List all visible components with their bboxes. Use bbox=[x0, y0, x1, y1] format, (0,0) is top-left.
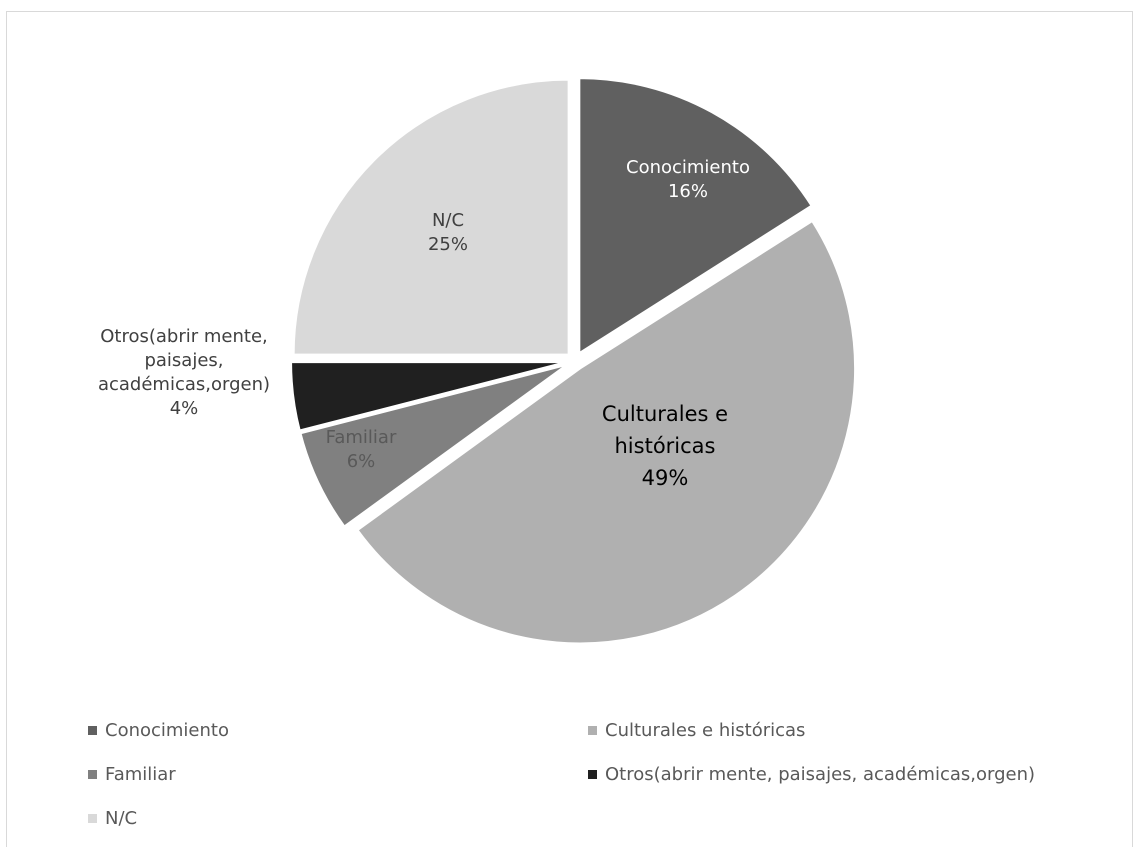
legend-item-otros: Otros(abrir mente, paisajes, académicas,… bbox=[588, 764, 1035, 785]
slice-conocimiento bbox=[578, 77, 813, 355]
legend-item-culturales: Culturales e históricas bbox=[588, 720, 805, 741]
legend-label: Otros(abrir mente, paisajes, académicas,… bbox=[605, 764, 1036, 785]
slice-nc-label: N/C 25% bbox=[428, 210, 468, 255]
slice-otros bbox=[290, 361, 567, 432]
legend-swatch bbox=[88, 726, 97, 735]
slice-conocimiento-label: Conocimiento 16% bbox=[626, 157, 750, 202]
slice-culturales-label: Culturales e históricas 49% bbox=[602, 402, 728, 490]
legend-label: Familiar bbox=[105, 764, 176, 785]
legend-label: Culturales e históricas bbox=[605, 720, 806, 741]
slice-culturales bbox=[356, 219, 857, 645]
legend-item-conocimiento: Conocimiento bbox=[88, 720, 229, 741]
slice-familiar bbox=[299, 363, 568, 528]
legend-swatch bbox=[588, 726, 597, 735]
legend-item-nc: N/C bbox=[88, 808, 137, 829]
legend-swatch bbox=[88, 814, 97, 823]
legend-swatch bbox=[588, 770, 597, 779]
slice-otros-label: Otros(abrir mente, paisajes, académicas,or… bbox=[98, 326, 270, 419]
legend-label: N/C bbox=[105, 808, 138, 829]
slice-familiar-label: Familiar 6% bbox=[326, 427, 397, 472]
legend-item-familiar: Familiar bbox=[88, 764, 176, 785]
legend-label: Conocimiento bbox=[105, 720, 229, 741]
legend-swatch bbox=[88, 770, 97, 779]
slice-nc bbox=[292, 78, 570, 356]
